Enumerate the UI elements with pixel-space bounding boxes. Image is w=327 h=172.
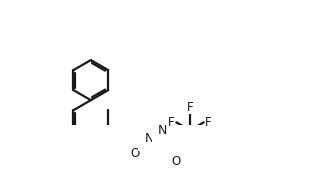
Text: F: F [205, 116, 212, 129]
Text: O: O [172, 155, 181, 168]
Text: H: H [145, 125, 153, 135]
Text: N: N [158, 124, 167, 137]
Text: O: O [131, 147, 140, 160]
Text: F: F [168, 116, 175, 129]
Text: F: F [187, 101, 193, 114]
Text: H: H [159, 134, 167, 144]
Text: N: N [145, 132, 154, 145]
